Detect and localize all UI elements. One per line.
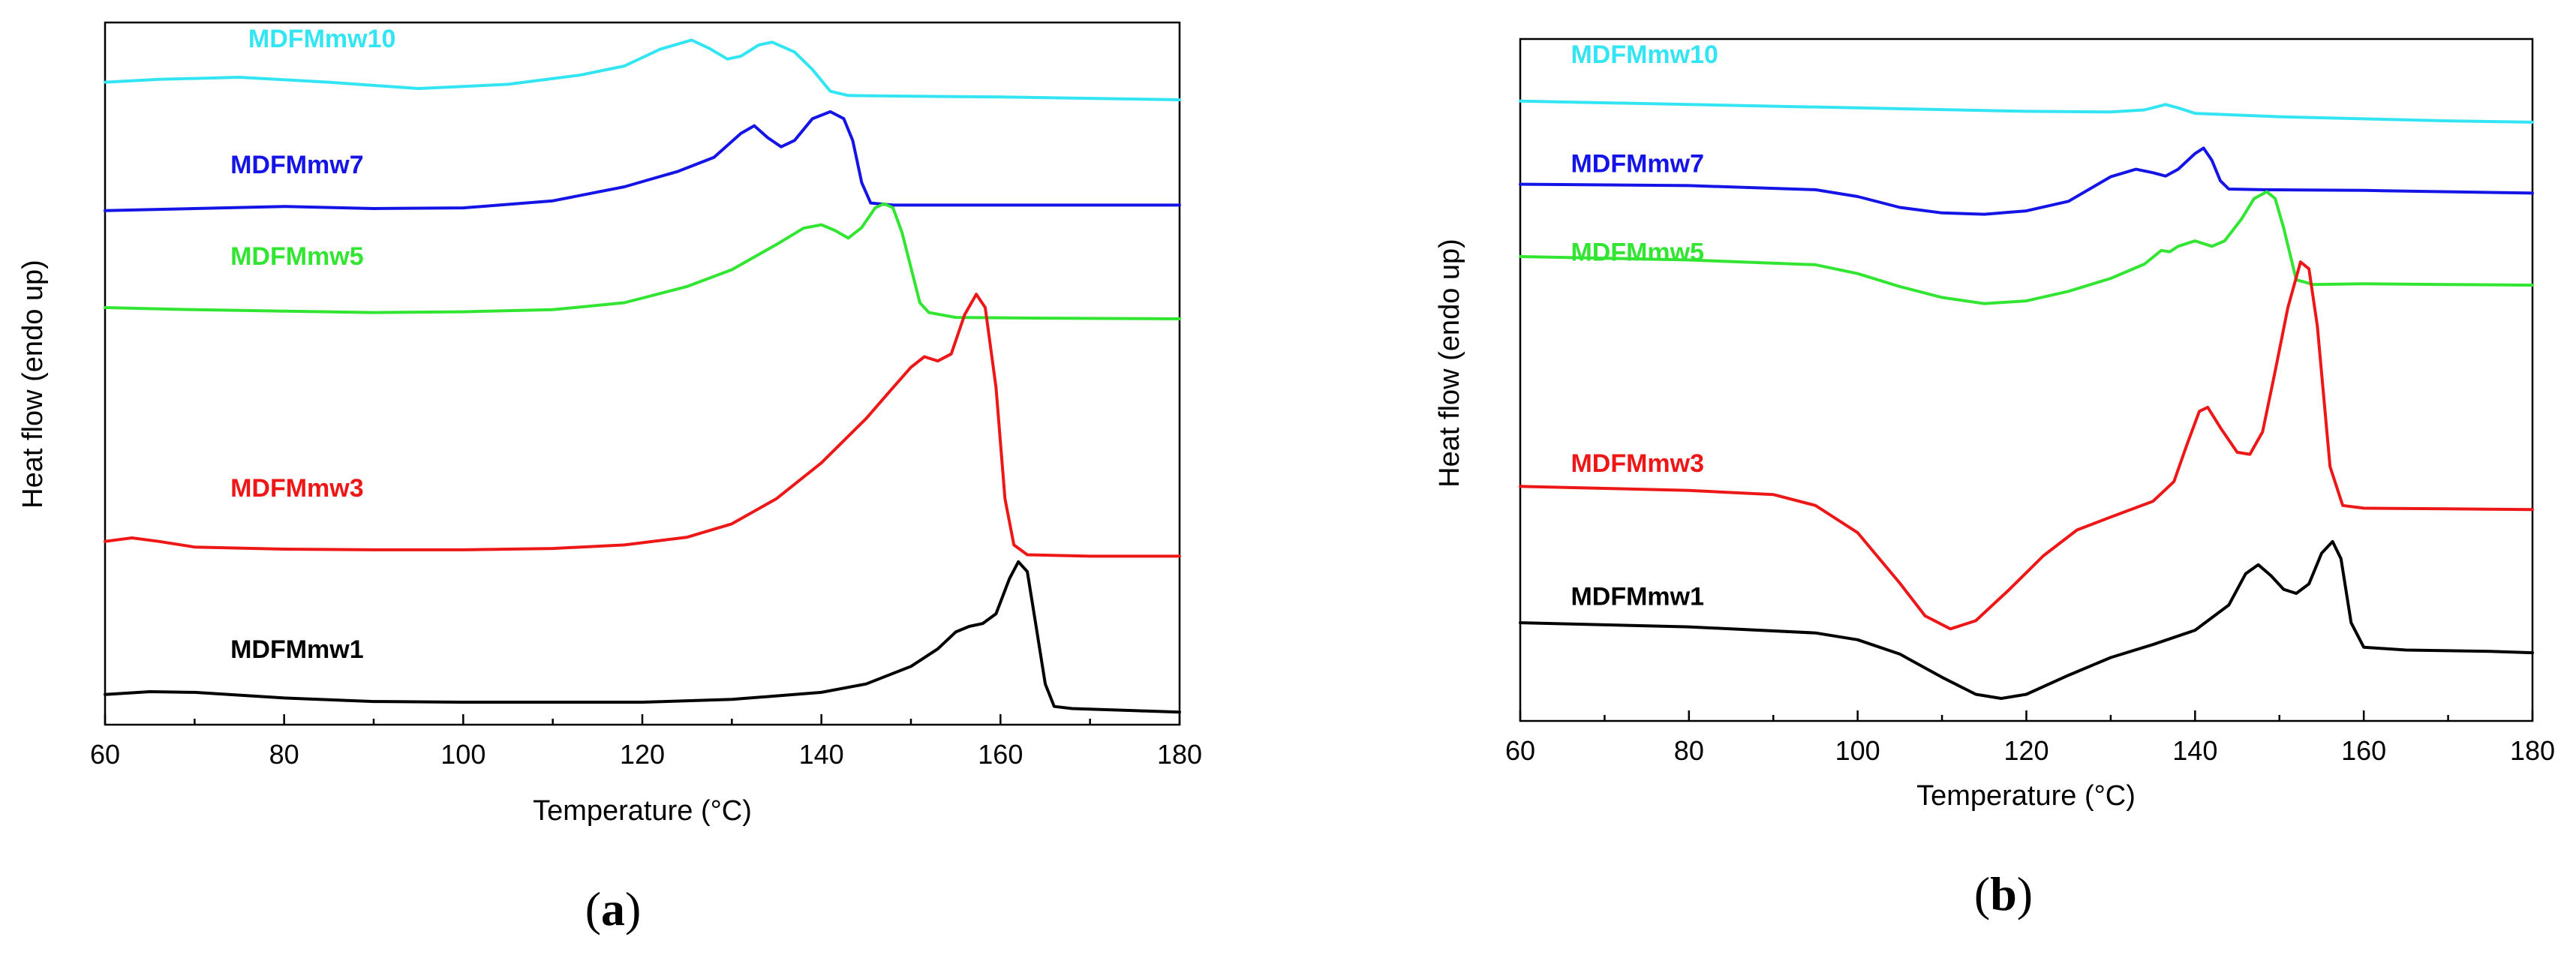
series-label-mdfmmw3: MDFMmw3 xyxy=(1571,449,1704,478)
x-tick-label: 160 xyxy=(978,739,1023,770)
panel-label-letter: a xyxy=(601,882,625,935)
panel-label-close: ) xyxy=(2017,867,2033,920)
series-label-mdfmmw5: MDFMmw5 xyxy=(230,242,364,271)
plot-frame xyxy=(104,21,1181,726)
series-line-mdfmmw7 xyxy=(1519,146,2534,216)
series-label-mdfmmw10: MDFMmw10 xyxy=(1571,41,1718,69)
panel-label: (a) xyxy=(585,882,642,935)
series-line-mdfmmw10 xyxy=(104,38,1181,101)
x-axis-title: Temperature (°C) xyxy=(1916,780,2136,812)
x-tick-label: 160 xyxy=(2341,735,2386,766)
series-label-mdfmmw3: MDFMmw3 xyxy=(230,474,364,503)
series-labels: MDFMmw10 MDFMmw7 MDFMmw5 MDFMmw3 MDFMmw1 xyxy=(230,25,395,664)
panel-label: (b) xyxy=(1974,867,2033,920)
x-tick-label: 180 xyxy=(1157,739,1202,770)
panel-a: Heat flow (endo up) 60 80 100 120 140 160 180 … xyxy=(17,21,1202,935)
x-tick-label: 120 xyxy=(2003,735,2048,766)
x-tick-label: 140 xyxy=(799,739,844,770)
x-tick-label: 60 xyxy=(90,739,120,770)
curves xyxy=(104,38,1181,714)
series-line-mdfmmw5 xyxy=(104,202,1181,320)
x-tick-label: 100 xyxy=(1835,735,1880,766)
x-ticks xyxy=(1519,710,2534,721)
series-label-mdfmmw10: MDFMmw10 xyxy=(248,25,395,53)
y-axis-title: Heat flow (endo up) xyxy=(17,260,49,509)
panel-label-letter: b xyxy=(1990,867,2017,920)
series-line-mdfmmw1 xyxy=(104,560,1181,714)
series-line-mdfmmw3 xyxy=(1519,260,2534,631)
series-labels: MDFMmw10 MDFMmw7 MDFMmw5 MDFMmw3 MDFMmw1 xyxy=(1571,41,1718,611)
x-axis-title: Temperature (°C) xyxy=(533,795,752,827)
series-line-mdfmmw1 xyxy=(1519,539,2534,700)
x-ticks xyxy=(104,714,1181,725)
series-label-mdfmmw7: MDFMmw7 xyxy=(230,151,364,179)
x-tick-label: 60 xyxy=(1505,735,1535,766)
series-line-mdfmmw7 xyxy=(104,110,1181,212)
x-tick-label: 80 xyxy=(1674,735,1704,766)
series-label-mdfmmw1: MDFMmw1 xyxy=(230,635,364,664)
plot-frame xyxy=(1519,38,2534,722)
x-tick-label: 100 xyxy=(440,739,485,770)
curves xyxy=(1519,99,2534,700)
x-tick-label: 140 xyxy=(2172,735,2217,766)
panel-label-close: ) xyxy=(625,882,641,935)
panel-label-open: ( xyxy=(1974,867,1990,920)
x-tick-label: 80 xyxy=(269,739,299,770)
series-line-mdfmmw5 xyxy=(1519,190,2534,305)
panel-label-open: ( xyxy=(585,882,601,935)
series-label-mdfmmw5: MDFMmw5 xyxy=(1571,238,1704,266)
x-tick-labels: 60 80 100 120 140 160 180 xyxy=(90,739,1202,770)
y-axis-title: Heat flow (endo up) xyxy=(1434,239,1465,488)
x-tick-label: 120 xyxy=(620,739,665,770)
series-label-mdfmmw7: MDFMmw7 xyxy=(1571,149,1704,178)
panel-b: Heat flow (endo up) 60 80 100 120 140 160 180 … xyxy=(1434,38,2555,920)
series-line-mdfmmw10 xyxy=(1519,99,2534,124)
series-line-mdfmmw3 xyxy=(104,293,1181,558)
x-tick-label: 180 xyxy=(2510,735,2555,766)
x-tick-labels: 60 80 100 120 140 160 180 xyxy=(1505,735,2555,766)
series-label-mdfmmw1: MDFMmw1 xyxy=(1571,582,1704,611)
